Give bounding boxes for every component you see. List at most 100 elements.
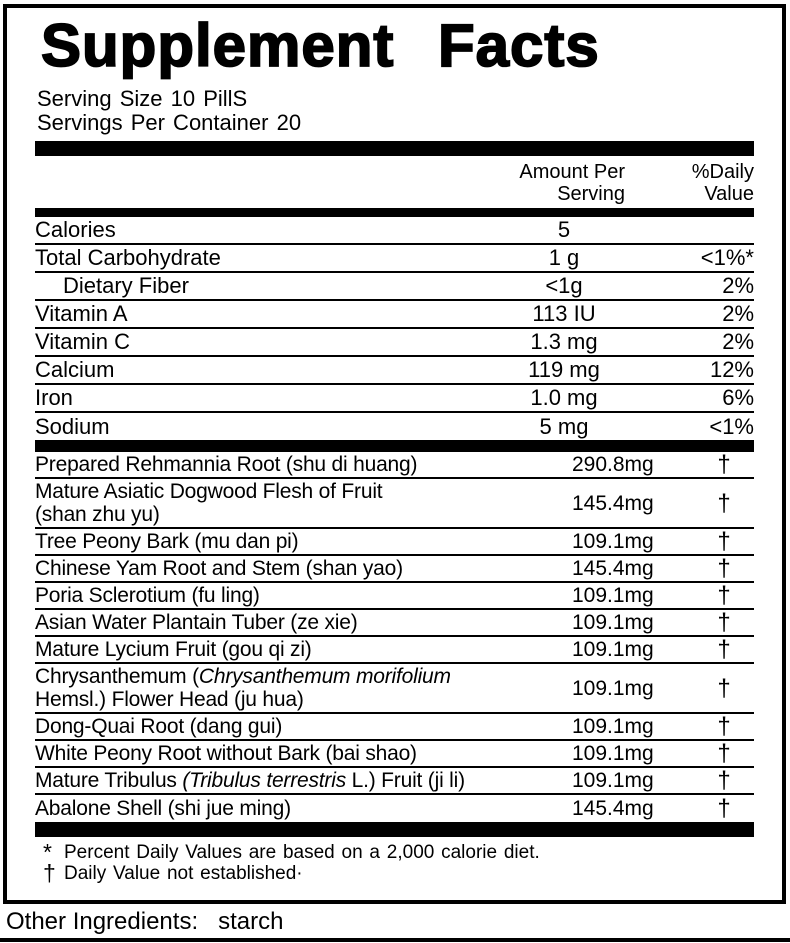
ingredient-amount: 109.1mg <box>572 638 654 661</box>
nutrient-name: Iron <box>35 385 73 410</box>
divider-bar-top <box>35 141 754 156</box>
ingredient-dv-dagger: † <box>717 713 731 740</box>
ingredient-row: Mature Tribulus (Tribulus terrestris L.)… <box>35 768 754 795</box>
ingredient-dv-dagger: † <box>717 609 731 636</box>
divider-bar-ingredients <box>35 824 754 837</box>
serving-info: Serving Size 10 PillS Servings Per Conta… <box>37 87 754 135</box>
nutrient-row: Calories 5 <box>35 217 754 245</box>
ingredient-row: Tree Peony Bark (mu dan pi) 109.1mg † <box>35 529 754 556</box>
nutrient-dv: 2% <box>722 301 754 326</box>
ingredient-amount: 109.1mg <box>572 769 654 792</box>
ingredient-table: Prepared Rehmannia Root (shu di huang) 29… <box>35 452 754 824</box>
nutrient-row: Dietary Fiber <1g 2% <box>35 273 754 301</box>
ingredient-amount: 109.1mg <box>572 611 654 634</box>
nutrient-row: Total Carbohydrate 1 g <1%* <box>35 245 754 273</box>
nutrient-row: Iron 1.0 mg 6% <box>35 385 754 413</box>
nutrient-row: Sodium 5 mg <1% <box>35 413 754 440</box>
ingredient-name: Mature Tribulus (Tribulus terrestris L.)… <box>35 769 465 792</box>
nutrient-dv: 2% <box>722 329 754 354</box>
ingredient-amount: 109.1mg <box>572 742 654 765</box>
nutrient-name: Calcium <box>35 357 115 382</box>
footnote-daily-value: * Percent Daily Values are based on a 2,… <box>43 841 754 864</box>
ingredient-amount: 109.1mg <box>572 530 654 553</box>
column-headers: Amount Per Serving %Daily Value <box>35 156 754 208</box>
ingredient-row: White Peony Root without Bark (bai shao)… <box>35 741 754 768</box>
ingredient-dv-dagger: † <box>717 767 731 794</box>
ingredient-dv-dagger: † <box>717 674 731 702</box>
ingredient-row: Mature Asiatic Dogwood Flesh of Fruit (sh… <box>35 479 754 529</box>
ingredient-dv-dagger: † <box>717 795 731 822</box>
nutrient-dv: 6% <box>722 385 754 410</box>
ingredient-dv-dagger: † <box>717 582 731 609</box>
footnote-not-established-text: Daily Value not established· <box>64 863 303 884</box>
servings-per-label: Servings Per Container <box>37 110 269 135</box>
amount-header-line1: Amount Per <box>519 161 625 183</box>
ingredient-name: Poria Sclerotium (fu ling) <box>35 584 260 607</box>
nutrient-name: Dietary Fiber <box>63 273 189 298</box>
footnote-daily-value-text: Percent Daily Values are based on a 2,00… <box>64 842 540 863</box>
ingredient-row: Asian Water Plantain Tuber (ze xie) 109.1… <box>35 610 754 637</box>
nutrient-name: Total Carbohydrate <box>35 245 221 270</box>
servings-per-value: 20 <box>276 110 302 135</box>
panel-title: Supplement Facts <box>40 12 600 79</box>
column-header-daily-value: %Daily Value <box>639 161 754 205</box>
ingredient-name: Mature Asiatic Dogwood Flesh of Fruit (sh… <box>35 480 383 526</box>
footnote-not-established: † Daily Value not established· <box>43 860 754 886</box>
ingredient-dv-dagger: † <box>717 740 731 767</box>
facts-panel: Supplement Facts Serving Size 10 PillS S… <box>3 4 786 904</box>
ingredient-amount: 109.1mg <box>572 715 654 738</box>
ingredient-name: Dong-Quai Root (dang gui) <box>35 715 283 738</box>
nutrient-amount: 1.3 mg <box>530 329 598 354</box>
ingredient-name: Chrysanthemum (Chrysanthemum morifolium H… <box>35 665 451 711</box>
ingredient-amount: 145.4mg <box>572 797 654 820</box>
nutrient-dv: <1% <box>709 413 754 439</box>
ingredient-row: Prepared Rehmannia Root (shu di huang) 29… <box>35 452 754 479</box>
ingredient-name: Asian Water Plantain Tuber (ze xie) <box>35 611 358 634</box>
amount-header-line2: Serving <box>557 183 625 205</box>
ingredient-row: Poria Sclerotium (fu ling) 109.1mg † <box>35 583 754 610</box>
other-ingredients-label: Other Ingredients: <box>6 908 199 935</box>
nutrient-amount: 5 <box>557 217 571 242</box>
other-ingredients-value: starch <box>218 908 284 935</box>
bottom-rule <box>0 938 790 942</box>
serving-size-label: Serving Size <box>37 86 163 111</box>
ingredient-row: Mature Lycium Fruit (gou qi zi) 109.1mg † <box>35 637 754 664</box>
ingredient-dv-dagger: † <box>717 451 731 478</box>
ingredient-name: Mature Lycium Fruit (gou qi zi) <box>35 638 312 661</box>
nutrient-dv: 2% <box>722 273 754 298</box>
header-spacer <box>35 161 489 205</box>
ingredient-row: Chinese Yam Root and Stem (shan yao) 145.… <box>35 556 754 583</box>
ingredient-amount: 109.1mg <box>572 584 654 607</box>
nutrient-row: Vitamin A 113 IU 2% <box>35 301 754 329</box>
ingredient-name: White Peony Root without Bark (bai shao) <box>35 742 417 765</box>
nutrient-dv: 12% <box>709 357 754 382</box>
ingredient-name: Chinese Yam Root and Stem (shan yao) <box>35 557 403 580</box>
nutrient-table: Calories 5 Total Carbohydrate 1 g <1%* Dietar… <box>35 217 754 440</box>
nutrient-row: Calcium 119 mg 12% <box>35 357 754 385</box>
footnotes: * Percent Daily Values are based on a 2,… <box>35 837 754 886</box>
ingredient-dv-dagger: † <box>717 489 731 517</box>
ingredient-dv-dagger: † <box>717 636 731 663</box>
ingredient-amount: 290.8mg <box>572 453 654 476</box>
nutrient-amount: 5 mg <box>539 413 589 439</box>
nutrient-name: Sodium <box>35 413 110 439</box>
ingredient-amount: 109.1mg <box>572 676 654 700</box>
other-ingredients: Other Ingredients: starch <box>6 908 283 936</box>
nutrient-dv: <1%* <box>700 245 754 270</box>
servings-per-container-line: Servings Per Container 20 <box>37 111 754 135</box>
ingredient-row: Dong-Quai Root (dang gui) 109.1mg † <box>35 714 754 741</box>
dv-header-line1: %Daily <box>691 161 754 183</box>
dv-header-line2: Value <box>704 183 754 205</box>
ingredient-dv-dagger: † <box>717 555 731 582</box>
dagger-icon: † <box>43 860 56 886</box>
nutrient-amount: 1.0 mg <box>530 385 598 410</box>
ingredient-dv-dagger: † <box>717 528 731 555</box>
nutrient-amount: 119 mg <box>528 357 600 382</box>
column-header-amount: Amount Per Serving <box>489 161 639 205</box>
nutrient-amount: 1 g <box>548 245 580 270</box>
ingredient-name: Abalone Shell (shi jue ming) <box>35 797 291 820</box>
nutrient-amount: 113 IU <box>532 301 596 326</box>
ingredient-row: Abalone Shell (shi jue ming) 145.4mg † <box>35 795 754 824</box>
nutrient-name: Vitamin A <box>35 301 128 326</box>
